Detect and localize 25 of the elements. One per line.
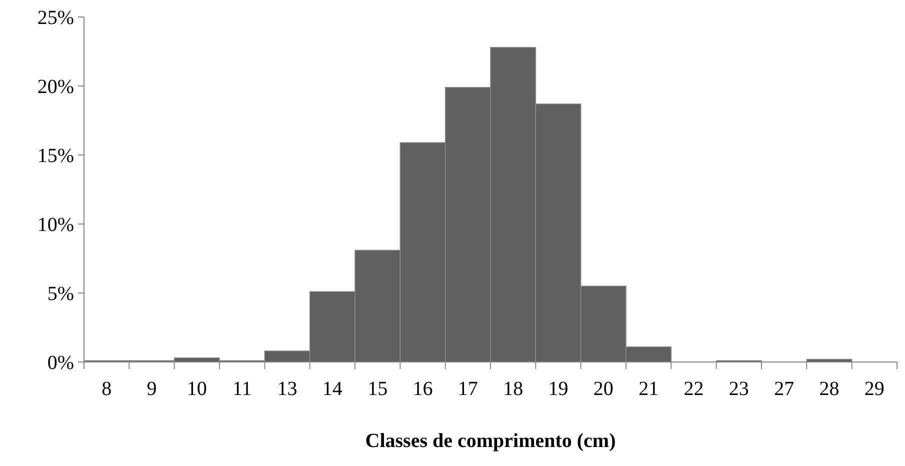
x-tick-label: 27 [774,378,794,400]
x-tick-label: 21 [638,378,659,400]
x-tick-label: 8 [102,378,112,400]
x-axis-title: Classes de comprimento (cm) [365,430,616,452]
y-tick-label: 20% [37,76,74,98]
x-tick-label: 17 [458,378,478,400]
y-tick-label: 15% [37,145,74,167]
x-tick-label: 10 [186,378,207,400]
y-tick-label: 25% [37,7,74,29]
x-tick-label: 19 [548,378,568,400]
x-tick-label: 14 [322,378,342,400]
x-tick-label: 20 [593,378,614,400]
x-tick-label: 22 [684,378,704,400]
x-tick-label: 23 [728,378,749,400]
x-tick-label: 13 [277,378,298,400]
x-tick-label: 15 [368,378,388,400]
y-tick-label: 10% [37,214,74,236]
y-tick-label: 0% [47,352,74,374]
x-tick-label: 18 [503,378,524,400]
x-tick-label: 28 [819,378,840,400]
x-tick-label: 29 [864,378,884,400]
y-tick-label: 5% [47,283,74,305]
x-tick-label: 16 [412,378,433,400]
x-tick-label: 9 [146,378,157,400]
x-tick-label: 11 [232,378,252,400]
